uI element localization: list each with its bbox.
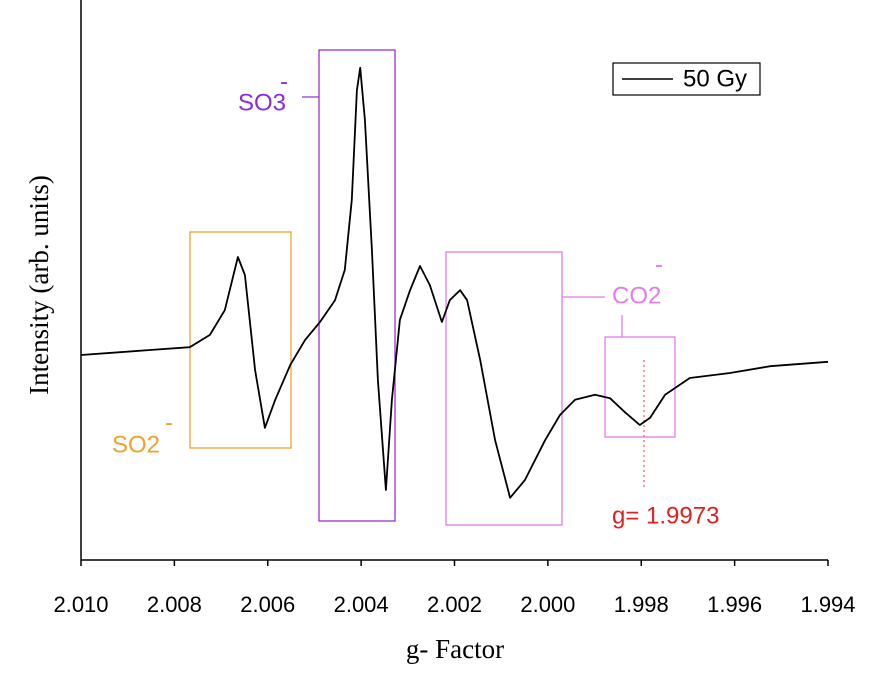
y-axis-title: Intensity (arb. units) (24, 175, 54, 395)
co2-label: CO2 (612, 282, 661, 309)
x-tick-label: 2.010 (53, 592, 108, 617)
x-axis-title: g- Factor (406, 634, 504, 664)
g-label: g= 1.9973 (612, 502, 719, 529)
x-tick-label: 2.002 (427, 592, 482, 617)
spectrum-line (80, 66, 829, 499)
x-tick-label: 2.006 (240, 592, 295, 617)
so3-label: SO3 (238, 89, 286, 116)
co2-box-small (604, 336, 676, 438)
x-tick-label: 2.000 (520, 592, 575, 617)
x-tick-label: 1.998 (614, 592, 669, 617)
x-tick-label: 2.004 (334, 592, 389, 617)
x-tick-label: 1.994 (800, 592, 855, 617)
so2-label: SO2 (112, 431, 160, 458)
x-tick-label: 2.008 (147, 592, 202, 617)
so2-box (189, 231, 292, 449)
co2-box (445, 251, 563, 526)
so3-charge: - (280, 68, 288, 95)
legend-label: 50 Gy (683, 65, 747, 92)
x-tick-label: 1.996 (707, 592, 762, 617)
co2-charge: - (655, 251, 663, 278)
so2-charge: - (165, 409, 173, 436)
so3-box (318, 49, 396, 522)
